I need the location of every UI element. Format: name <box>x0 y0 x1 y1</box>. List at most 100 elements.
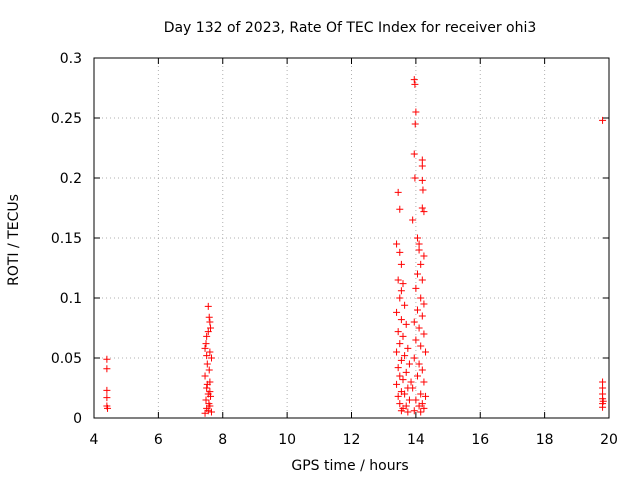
data-point <box>206 348 214 356</box>
x-tick-label: 18 <box>536 432 554 448</box>
data-point <box>402 320 410 328</box>
data-point <box>415 246 423 254</box>
data-point <box>402 368 410 376</box>
data-point <box>417 342 425 350</box>
data-point <box>413 270 421 278</box>
data-point <box>411 120 419 128</box>
y-tick-label: 0.2 <box>60 171 82 187</box>
data-point <box>599 403 607 411</box>
y-tick-label: 0.1 <box>60 291 82 307</box>
data-point <box>393 240 401 248</box>
x-tick-label: 14 <box>407 432 425 448</box>
data-point <box>409 216 417 224</box>
x-tick-label: 10 <box>278 432 296 448</box>
data-point <box>410 76 418 84</box>
data-point <box>415 360 423 368</box>
data-point <box>599 378 607 386</box>
data-point <box>415 402 423 410</box>
data-point <box>418 366 426 374</box>
y-tick-label: 0.15 <box>51 231 82 247</box>
data-point <box>420 330 428 338</box>
data-point <box>204 302 212 310</box>
data-point <box>409 384 417 392</box>
data-point <box>397 407 405 415</box>
data-point <box>418 204 426 212</box>
data-point <box>420 208 428 216</box>
x-tick-label: 16 <box>471 432 489 448</box>
data-point <box>418 312 426 320</box>
data-point <box>207 392 215 400</box>
data-point <box>205 366 213 374</box>
data-point <box>410 318 418 326</box>
data-point <box>397 260 405 268</box>
data-point <box>393 308 401 316</box>
data-point <box>204 328 212 336</box>
data-point <box>413 372 421 380</box>
data-point <box>103 355 111 363</box>
data-point <box>599 116 607 124</box>
data-point <box>397 356 405 364</box>
data-point <box>394 364 402 372</box>
x-tick-label: 8 <box>218 432 227 448</box>
data-point <box>412 336 420 344</box>
data-point <box>394 188 402 196</box>
data-point <box>396 400 404 408</box>
data-point <box>405 360 413 368</box>
x-tick-label: 6 <box>154 432 163 448</box>
data-point <box>393 380 401 388</box>
data-point <box>417 408 425 416</box>
grid <box>94 58 609 418</box>
data-point <box>207 354 215 362</box>
data-point <box>407 378 415 386</box>
data-point <box>412 396 420 404</box>
data-point <box>396 205 404 213</box>
data-point <box>399 280 407 288</box>
data-point <box>418 156 426 164</box>
data-point <box>599 384 607 392</box>
y-tick-label: 0.05 <box>51 351 82 367</box>
data-point <box>401 301 409 309</box>
data-point <box>412 108 420 116</box>
data-point <box>420 404 428 412</box>
data-point <box>420 300 428 308</box>
data-point <box>203 352 211 360</box>
data-point <box>399 376 407 384</box>
x-tick-label: 20 <box>600 432 618 448</box>
data-point <box>202 340 210 348</box>
data-point <box>396 372 404 380</box>
data-point <box>103 386 111 394</box>
data-point <box>401 390 409 398</box>
data-point <box>413 234 421 242</box>
data-point <box>417 260 425 268</box>
data-point <box>396 248 404 256</box>
y-tick-label: 0.3 <box>60 51 82 67</box>
data-point <box>401 352 409 360</box>
data-point <box>393 348 401 356</box>
data-point <box>417 390 425 398</box>
data-point <box>404 344 412 352</box>
data-point <box>418 176 426 184</box>
data-point <box>397 316 405 324</box>
data-point <box>420 252 428 260</box>
data-point <box>412 284 420 292</box>
data-point <box>399 332 407 340</box>
data-point <box>410 407 418 415</box>
data-point <box>415 324 423 332</box>
data-point <box>413 306 421 314</box>
data-point <box>415 240 423 248</box>
data-point <box>201 372 209 380</box>
x-axis-label: GPS time / hours <box>291 458 408 474</box>
axis-ticks: 4 6 8 10 12 14 16 18 20 0 0.05 0.1 0.15 0.2 0.25 0.3 <box>51 51 618 448</box>
data-point <box>394 276 402 284</box>
data-point <box>396 294 404 302</box>
data-point <box>203 384 211 392</box>
data-point <box>203 332 211 340</box>
data-point <box>418 276 426 284</box>
data-point <box>396 340 404 348</box>
data-point <box>206 388 214 396</box>
data-point <box>411 174 419 182</box>
x-tick-label: 12 <box>343 432 361 448</box>
data-point <box>410 354 418 362</box>
data-point <box>103 365 111 373</box>
